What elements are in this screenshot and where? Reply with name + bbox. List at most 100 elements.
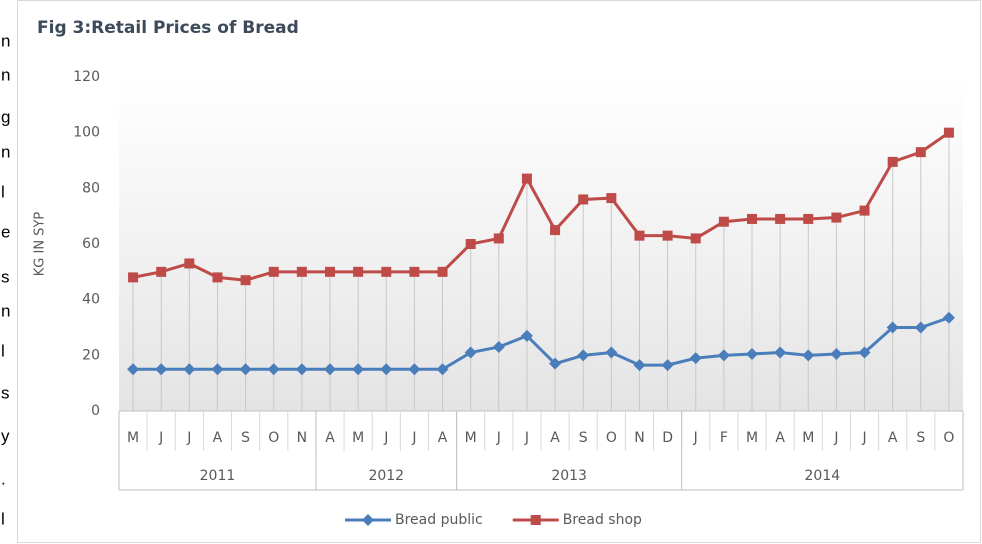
x-tick-label: M [465, 430, 477, 446]
point [747, 213, 757, 224]
x-tick-label: O [943, 430, 954, 446]
legend-label: Bread public [395, 512, 483, 528]
point [408, 363, 421, 376]
x-tick-label: A [325, 430, 335, 446]
point [717, 349, 730, 362]
year-label: 2013 [551, 468, 587, 484]
point [127, 363, 140, 376]
point [493, 233, 504, 244]
cropped-text: n [1, 65, 10, 84]
point [605, 346, 618, 359]
cropped-text: l [1, 341, 5, 360]
cropped-text: n [1, 301, 10, 320]
point [183, 363, 196, 376]
point [689, 352, 702, 365]
x-tick-label: J [411, 430, 416, 446]
x-tick-label: J [693, 430, 698, 446]
point [268, 266, 279, 277]
x-tick-label: A [550, 430, 560, 446]
point [492, 340, 505, 353]
x-tick-label: M [352, 430, 364, 446]
point [465, 239, 476, 249]
point [381, 266, 392, 277]
point [437, 266, 448, 277]
x-tick-label: S [916, 430, 925, 446]
cropped-text: l [1, 182, 5, 201]
year-label: 2012 [368, 468, 404, 484]
cropped-text: s [1, 267, 10, 286]
x-tick-label: S [579, 430, 588, 446]
y-tick-label: 120 [73, 69, 100, 85]
point [155, 363, 168, 376]
point [353, 266, 364, 277]
legend-label: Bread shop [563, 512, 642, 528]
point [859, 205, 870, 216]
cropped-text: n [1, 142, 10, 161]
legend-marker [362, 514, 374, 526]
point [886, 321, 899, 334]
point [775, 213, 786, 224]
point [690, 233, 701, 244]
cropped-text: y [1, 426, 10, 445]
y-tick-label: 20 [82, 347, 100, 363]
point [352, 363, 365, 376]
legend-marker [530, 515, 541, 525]
point [718, 216, 729, 227]
point [296, 266, 307, 277]
point [212, 272, 223, 283]
point [549, 357, 562, 370]
x-tick-label: O [606, 430, 617, 446]
x-tick-label: J [383, 430, 388, 446]
cropped-text: s [1, 383, 10, 402]
point [606, 193, 617, 204]
point [830, 347, 843, 360]
point [803, 213, 814, 224]
point [831, 212, 842, 223]
point [521, 173, 532, 184]
x-tick-label: D [662, 430, 673, 446]
y-axis-label: KG IN SYP [33, 212, 48, 277]
x-tick-label: M [802, 430, 814, 446]
point [662, 230, 673, 241]
cropped-text: . [1, 469, 6, 488]
point [802, 349, 815, 362]
point [774, 346, 787, 359]
point [858, 346, 871, 359]
x-tick-label: J [496, 430, 501, 446]
point [380, 363, 393, 376]
point [436, 363, 449, 376]
point [943, 127, 954, 138]
x-tick-label: O [268, 430, 279, 446]
point [464, 346, 477, 359]
point [915, 147, 926, 158]
point [578, 194, 589, 205]
point [128, 272, 139, 283]
point [550, 225, 561, 236]
point [267, 363, 280, 376]
x-tick-label: A [213, 430, 223, 446]
x-tick-label: S [241, 430, 250, 446]
cropped-text: l [1, 509, 5, 528]
cropped-text: g [1, 107, 10, 126]
y-tick-label: 80 [82, 180, 100, 196]
point [325, 266, 335, 277]
point [211, 363, 224, 376]
x-tick-label: J [833, 430, 838, 446]
year-label: 2014 [805, 468, 841, 484]
y-tick-label: 60 [82, 236, 100, 252]
x-tick-label: F [720, 430, 728, 446]
chart-title: Fig 3:Retail Prices of Bread [37, 18, 299, 38]
x-tick-label: J [158, 430, 163, 446]
point [633, 359, 646, 372]
x-tick-label: J [861, 430, 866, 446]
x-tick-label: N [297, 430, 307, 446]
point [942, 311, 955, 324]
cropped-text: n [1, 31, 10, 50]
x-tick-label: A [775, 430, 785, 446]
year-label: 2011 [200, 468, 236, 484]
point [295, 363, 308, 376]
point [577, 349, 590, 362]
point [240, 275, 251, 286]
